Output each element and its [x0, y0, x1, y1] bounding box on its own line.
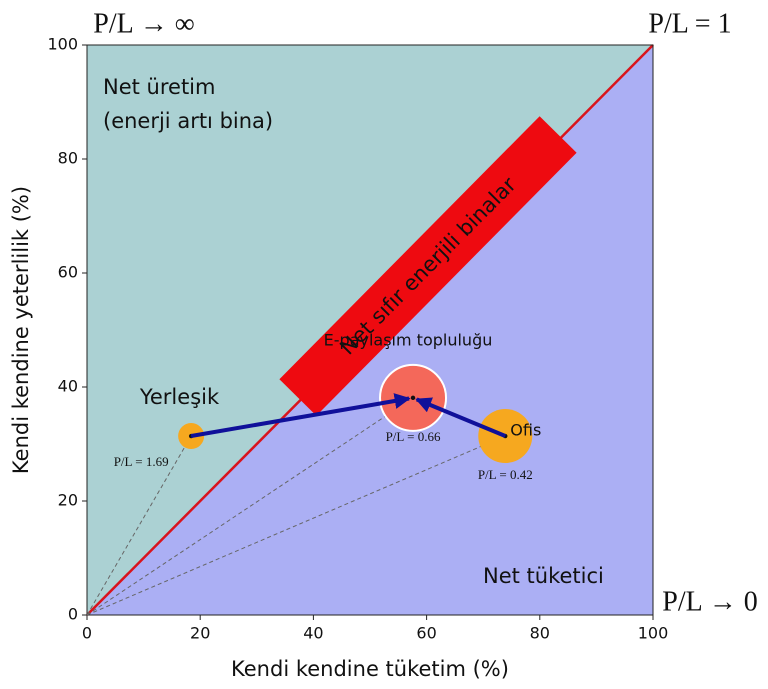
point [410, 395, 416, 401]
flow-arrow [415, 397, 507, 438]
region-label: Net tüketici [483, 564, 604, 588]
x-tick-label: 0 [82, 624, 92, 643]
y-tick-label: 40 [58, 377, 78, 396]
point-label: E-paylaşım topluluğu [324, 330, 493, 349]
plot-frame [86, 44, 654, 616]
banner-box [279, 116, 577, 416]
point-label: Yerleşik [139, 385, 220, 409]
y-tick-label: 0 [68, 605, 78, 624]
point-label: Ofis [510, 421, 541, 440]
region-label: (enerji artı bina) [103, 109, 273, 133]
y-axis-label: Kendi kendine yeterlilik (%) [9, 186, 33, 474]
flow-arrow [190, 393, 411, 438]
corner-label: P/L → ∞ [93, 8, 194, 39]
region-label: Net üretim [103, 75, 215, 99]
ratio-line [86, 397, 414, 616]
y-tick-label: 80 [58, 149, 78, 168]
y-tick-label: 60 [58, 263, 78, 282]
x-axis-label: Kendi kendine tüketim (%) [231, 657, 509, 681]
y-tick-label: 20 [58, 491, 78, 510]
ratio-line [86, 435, 506, 616]
x-tick-label: 40 [303, 624, 323, 643]
corner-label: P/L = 1 [648, 8, 731, 39]
x-tick-label: 100 [638, 624, 669, 643]
y-tick-label: 100 [47, 35, 78, 54]
point-note: P/L = 1.69 [114, 454, 169, 469]
x-tick-label: 20 [190, 624, 210, 643]
x-tick-label: 60 [416, 624, 436, 643]
point-note: P/L = 0.66 [386, 429, 441, 444]
corner-label: P/L → 0 [662, 586, 757, 617]
point-note: P/L = 0.42 [478, 467, 533, 482]
x-tick-label: 80 [530, 624, 550, 643]
